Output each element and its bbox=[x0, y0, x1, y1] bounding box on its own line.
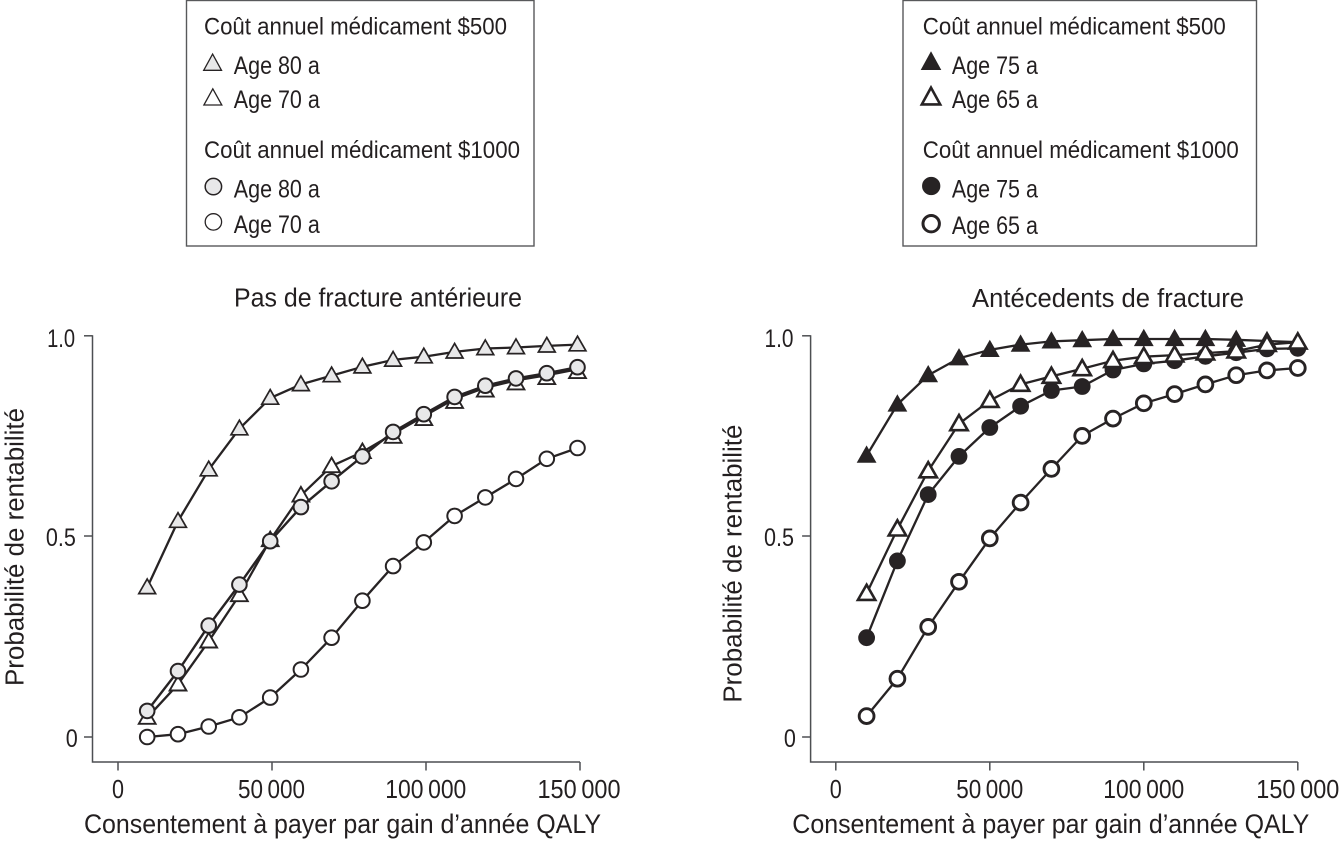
svg-text:Age 75 a: Age 75 a bbox=[952, 52, 1038, 80]
svg-text:0.5: 0.5 bbox=[46, 524, 76, 552]
svg-text:Coût annuel médicament $1000: Coût annuel médicament $1000 bbox=[923, 137, 1239, 164]
svg-text:150 000: 150 000 bbox=[538, 776, 621, 804]
svg-text:0: 0 bbox=[784, 725, 796, 753]
svg-text:Coût annuel médicament $500: Coût annuel médicament $500 bbox=[204, 14, 507, 41]
svg-text:Age 80 a: Age 80 a bbox=[234, 175, 320, 203]
svg-text:Coût annuel médicament $1000: Coût annuel médicament $1000 bbox=[204, 137, 520, 164]
svg-text:100 000: 100 000 bbox=[385, 776, 466, 804]
svg-text:Antécedents de fracture: Antécedents de fracture bbox=[972, 285, 1244, 313]
svg-text:Age 65 a: Age 65 a bbox=[952, 86, 1038, 114]
svg-text:Age 80 a: Age 80 a bbox=[234, 52, 320, 80]
svg-text:50 000: 50 000 bbox=[956, 776, 1023, 804]
svg-text:50 000: 50 000 bbox=[238, 776, 305, 804]
svg-text:0.5: 0.5 bbox=[764, 524, 794, 552]
svg-text:1.0: 1.0 bbox=[47, 325, 75, 353]
svg-text:1.0: 1.0 bbox=[765, 325, 794, 353]
svg-text:Probabilité de rentabilité: Probabilité de rentabilité bbox=[2, 408, 30, 686]
svg-text:Probabilité de rentabilité: Probabilité de rentabilité bbox=[719, 425, 747, 703]
svg-text:Consentement à payer par gain: Consentement à payer par gain d’année QA… bbox=[84, 809, 601, 839]
svg-text:0: 0 bbox=[66, 725, 78, 753]
svg-text:Pas de fracture antérieure: Pas de fracture antérieure bbox=[234, 285, 522, 313]
svg-text:Age 75 a: Age 75 a bbox=[952, 175, 1038, 203]
svg-text:0: 0 bbox=[112, 776, 124, 804]
svg-text:Age 70 a: Age 70 a bbox=[234, 211, 320, 239]
svg-text:Age 65 a: Age 65 a bbox=[952, 212, 1038, 240]
svg-text:Consentement à payer par gain: Consentement à payer par gain d’année QA… bbox=[792, 809, 1309, 839]
svg-text:Age 70 a: Age 70 a bbox=[234, 86, 320, 114]
svg-text:100 000: 100 000 bbox=[1103, 776, 1184, 804]
svg-text:Coût annuel médicament $500: Coût annuel médicament $500 bbox=[923, 14, 1226, 41]
svg-text:150 000: 150 000 bbox=[1256, 776, 1339, 804]
svg-text:0: 0 bbox=[830, 776, 842, 804]
